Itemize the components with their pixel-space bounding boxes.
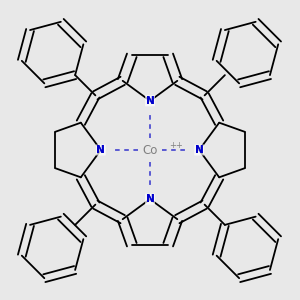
Text: N: N bbox=[146, 96, 154, 106]
Text: N: N bbox=[195, 145, 203, 155]
Text: ++: ++ bbox=[169, 141, 183, 150]
Text: N: N bbox=[146, 96, 154, 106]
Text: N: N bbox=[195, 145, 203, 155]
Text: N: N bbox=[195, 145, 203, 155]
Text: N: N bbox=[146, 96, 154, 106]
Text: Co: Co bbox=[142, 143, 158, 157]
Text: N: N bbox=[97, 145, 105, 155]
Text: N: N bbox=[146, 194, 154, 204]
Text: N: N bbox=[97, 145, 105, 155]
Text: N: N bbox=[146, 194, 154, 204]
Text: N: N bbox=[146, 194, 154, 204]
Text: N: N bbox=[97, 145, 105, 155]
